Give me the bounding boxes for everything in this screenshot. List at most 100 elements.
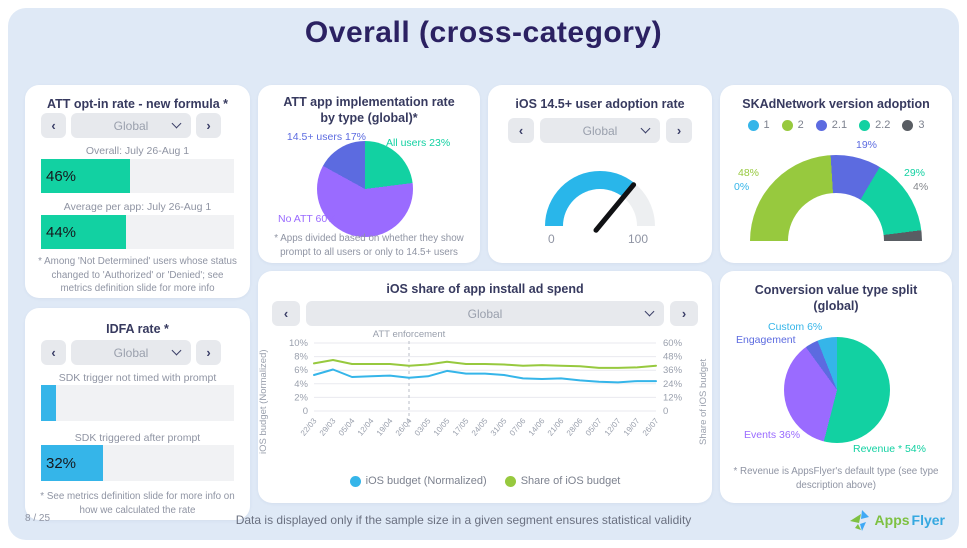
pie-label-revenue: Revenue * 54% xyxy=(853,443,926,455)
donut-label-4: 4% xyxy=(913,181,929,193)
region-selector-value: Global xyxy=(467,306,503,321)
svg-text:12%: 12% xyxy=(663,392,683,403)
panel-footnote: * Apps divided based on whether they sho… xyxy=(274,233,464,258)
bar-label: Overall: July 26-Aug 1 xyxy=(85,145,190,157)
panel-title: IDFA rate * xyxy=(106,322,169,336)
svg-text:31/05: 31/05 xyxy=(489,416,509,438)
gauge-arc xyxy=(545,171,655,226)
svg-text:19/07: 19/07 xyxy=(622,416,642,438)
region-prev-button[interactable]: ‹ xyxy=(272,301,300,326)
svg-text:60%: 60% xyxy=(663,338,683,349)
pie-label-events: Events 36% xyxy=(744,429,801,441)
logo-text-flyer: Flyer xyxy=(911,512,945,528)
region-next-button[interactable]: › xyxy=(670,301,698,326)
svg-text:0: 0 xyxy=(303,406,308,417)
donut-label-0: 0% xyxy=(734,181,750,193)
panel-title: Conversion value type split (global) xyxy=(754,283,918,313)
svg-text:26/04: 26/04 xyxy=(394,416,414,438)
bar-value: 44% xyxy=(46,223,77,241)
legend-dot xyxy=(349,475,361,487)
bar-track: 32% xyxy=(41,445,234,481)
logo-text-apps: Apps xyxy=(874,512,910,528)
appsflyer-logo: Apps Flyer xyxy=(849,508,945,532)
legend-item: 2 xyxy=(781,119,804,131)
legend-dot xyxy=(747,119,759,131)
legend-dot xyxy=(504,475,516,487)
region-selector[interactable]: Global xyxy=(71,340,191,365)
gauge-min-label: 0 xyxy=(548,232,555,246)
region-selector-value: Global xyxy=(113,118,149,133)
panel-title: iOS share of app install ad spend xyxy=(386,282,584,296)
legend-dot xyxy=(781,119,793,131)
bar-track: 44% xyxy=(41,215,234,249)
panel-footnote: * See metrics definition slide for more … xyxy=(40,491,235,516)
svg-text:12/07: 12/07 xyxy=(603,416,623,438)
legend-dot xyxy=(902,119,914,131)
bar-value: 46% xyxy=(46,167,77,185)
svg-text:10/05: 10/05 xyxy=(432,416,452,438)
donut-label-29: 29% xyxy=(904,167,926,179)
region-next-button[interactable]: › xyxy=(666,118,692,143)
region-prev-button[interactable]: ‹ xyxy=(508,118,534,143)
skad-panel: SKAdNetwork version adoption 1 2 2.1 2.2… xyxy=(720,85,952,263)
region-selector[interactable]: Global xyxy=(540,118,660,143)
svg-text:19/04: 19/04 xyxy=(375,416,395,438)
svg-text:28/06: 28/06 xyxy=(565,416,585,438)
pie-label-all-users: All users 23% xyxy=(386,137,451,149)
footer-page-number: 8 / 25 xyxy=(25,513,51,524)
region-next-button[interactable]: › xyxy=(196,113,221,138)
legend-item: 3 xyxy=(902,119,924,131)
bar-fill xyxy=(41,385,57,421)
legend-item: Share of iOS budget xyxy=(504,475,620,487)
bar-label: SDK trigger not timed with prompt xyxy=(58,372,217,384)
gauge-panel: iOS 14.5+ user adoption rate ‹ Global › … xyxy=(488,85,712,263)
att-pie-chart xyxy=(317,141,413,237)
skad-legend: 1 2 2.1 2.2 3 xyxy=(720,119,952,131)
conversion-panel: Conversion value type split (global) Cus… xyxy=(720,271,952,503)
legend-item: iOS budget (Normalized) xyxy=(349,475,487,487)
appsflyer-logo-icon xyxy=(849,510,869,531)
svg-text:10%: 10% xyxy=(289,338,309,349)
region-selector-value: Global xyxy=(113,345,149,360)
region-prev-button[interactable]: ‹ xyxy=(41,113,66,138)
panel-footnote: * Among 'Not Determined' users whose sta… xyxy=(38,256,237,295)
svg-text:03/05: 03/05 xyxy=(413,416,433,438)
svg-text:6%: 6% xyxy=(294,365,308,376)
svg-text:17/05: 17/05 xyxy=(451,416,471,438)
att-impl-panel: ATT app implementation rate by type (glo… xyxy=(258,85,480,263)
pie-label-engagement: Engagement xyxy=(736,334,796,346)
svg-text:36%: 36% xyxy=(663,365,683,376)
panel-title: ATT app implementation rate by type (glo… xyxy=(283,95,455,125)
svg-text:21/06: 21/06 xyxy=(546,416,566,438)
svg-text:05/07: 05/07 xyxy=(584,416,604,438)
panel-title: ATT opt-in rate - new formula * xyxy=(46,97,229,111)
svg-text:2%: 2% xyxy=(294,392,308,403)
chart-legend: iOS budget (Normalized) Share of iOS bud… xyxy=(258,475,712,487)
legend-item: 2.2 xyxy=(859,119,890,131)
svg-text:05/04: 05/04 xyxy=(337,416,357,438)
svg-text:29/03: 29/03 xyxy=(318,416,338,438)
legend-item: 1 xyxy=(747,119,770,131)
svg-text:4%: 4% xyxy=(294,379,308,390)
legend-dot xyxy=(859,119,871,131)
region-prev-button[interactable]: ‹ xyxy=(41,340,66,365)
svg-text:26/07: 26/07 xyxy=(641,416,661,438)
bar-fill: 44% xyxy=(41,215,126,249)
bar-track xyxy=(41,385,234,421)
bar-label: Average per app: July 26-Aug 1 xyxy=(63,201,212,213)
region-selector[interactable]: Global xyxy=(306,301,664,326)
chevron-down-icon xyxy=(644,306,655,317)
att-optin-panel: ATT opt-in rate - new formula * ‹ Global… xyxy=(25,85,250,298)
slide-title: Overall (cross-category) xyxy=(304,16,663,49)
svg-text:12/04: 12/04 xyxy=(356,416,376,438)
svg-text:48%: 48% xyxy=(663,352,683,363)
footer-note: Data is displayed only if the sample siz… xyxy=(235,513,692,527)
svg-text:0: 0 xyxy=(663,406,668,417)
region-selector[interactable]: Global xyxy=(71,113,191,138)
region-next-button[interactable]: › xyxy=(196,340,221,365)
panel-footnote: * Revenue is AppsFlyer's default type (s… xyxy=(733,466,939,491)
skad-donut-chart xyxy=(750,155,922,241)
donut-label-19: 19% xyxy=(856,139,878,151)
conversion-pie-chart xyxy=(784,337,890,443)
bar-fill: 46% xyxy=(41,159,130,193)
